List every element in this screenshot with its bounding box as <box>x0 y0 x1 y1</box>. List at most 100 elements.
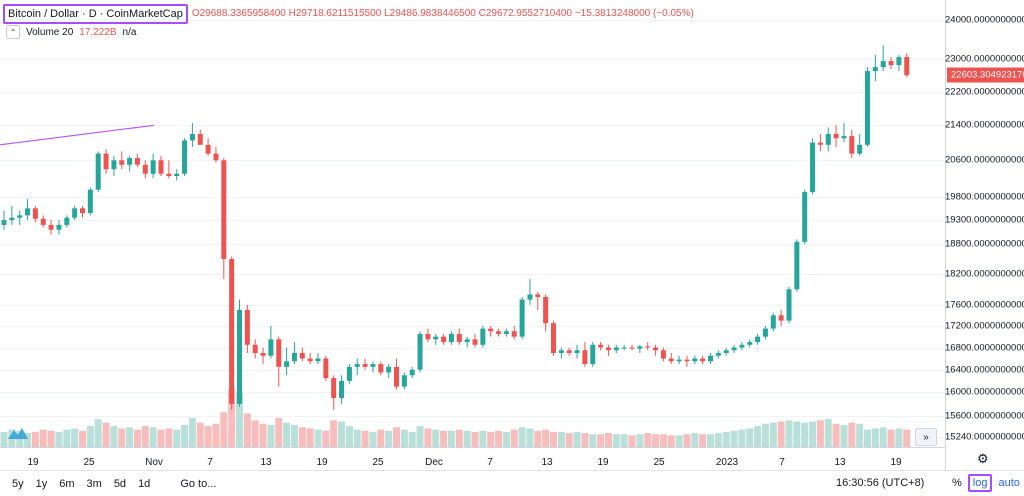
candle-body <box>229 259 235 404</box>
volume-bar <box>479 430 487 447</box>
timeframe-5y[interactable]: 5y <box>12 477 24 490</box>
candle-body <box>433 336 439 340</box>
time-tick-label: 25 <box>83 457 95 468</box>
candle-body <box>605 347 611 351</box>
clock-timezone[interactable]: 16:30:56 (UTC+8) <box>836 477 925 489</box>
trendline-drawing[interactable] <box>0 124 155 146</box>
timeframe-5d[interactable]: 5d <box>113 477 127 490</box>
volume-bar <box>903 429 911 447</box>
volume-bar <box>824 419 832 447</box>
volume-bar <box>393 427 400 447</box>
volume-bar <box>848 422 856 447</box>
candle-body <box>315 358 321 362</box>
volume-bar <box>408 431 416 447</box>
candle-body <box>64 217 70 225</box>
candle-body <box>134 158 140 165</box>
volume-bar <box>714 433 722 447</box>
volume-legend: ⌃ Volume 20 17.222B n/a <box>6 25 136 39</box>
volume-bar <box>659 434 667 447</box>
candle-body <box>715 352 721 356</box>
candle-body <box>684 359 690 362</box>
volume-bar <box>110 426 118 447</box>
volume-bar <box>604 433 612 447</box>
volume-bar <box>895 428 903 447</box>
candle-body <box>810 142 816 193</box>
goto-button[interactable]: Go to... <box>180 477 217 490</box>
volume-bar <box>722 431 730 447</box>
volume-bar <box>691 433 699 447</box>
percent-scale-button[interactable]: % <box>952 477 962 489</box>
volume-bar <box>24 433 32 447</box>
candle-body <box>519 299 525 337</box>
candle-body <box>174 173 180 177</box>
candle-body <box>182 140 188 174</box>
candle-body <box>825 133 831 145</box>
timeframe-1d[interactable]: 1d <box>138 477 151 490</box>
last-price-tag: 22603.3049231700 <box>947 67 1024 83</box>
volume-bar <box>785 420 793 447</box>
candle-body <box>645 346 651 348</box>
chevron-up-icon[interactable]: ⌃ <box>6 25 20 39</box>
candle-body <box>394 366 399 387</box>
gear-icon[interactable]: ⚙ <box>977 451 989 466</box>
bottom-toolbar: 5y 1y 6m 3m 5d 1d Go to... 16:30:56 (UTC… <box>0 470 1024 496</box>
candle-body <box>629 347 635 349</box>
volume-bar <box>832 423 840 447</box>
symbol-title[interactable]: Bitcoin / Dollar · D · CoinMarketCap <box>3 4 188 24</box>
candle-body <box>480 328 486 345</box>
timeframe-3m[interactable]: 3m <box>86 477 102 490</box>
high-value: H29718.6211515500 <box>288 8 382 19</box>
volume-bar <box>707 434 714 447</box>
log-scale-button[interactable]: log <box>967 474 993 492</box>
volume-bar <box>149 427 157 447</box>
candle-body <box>205 144 211 154</box>
candle-body <box>731 347 737 351</box>
candle-body <box>25 208 31 216</box>
volume-bar <box>377 429 385 447</box>
candle-body <box>244 310 250 345</box>
volume-bar <box>283 422 291 447</box>
volume-bar <box>471 431 479 447</box>
candle-body <box>260 352 266 356</box>
volume-bar <box>667 435 675 447</box>
volume-bar <box>259 423 267 447</box>
volume-bar <box>447 430 455 447</box>
price-tick-label: 16000.0000000000 <box>945 386 1024 398</box>
timeframe-6m[interactable]: 6m <box>59 477 75 490</box>
time-tick-label: 7 <box>487 457 493 468</box>
candle-body <box>904 57 910 76</box>
candle-body <box>598 344 604 348</box>
price-tick-label: 24000.0000000000 <box>945 14 1024 26</box>
volume-bar <box>526 428 534 447</box>
candle-body <box>739 344 745 348</box>
double-chevron-right-icon[interactable]: » <box>915 428 937 446</box>
candle-body <box>284 361 290 367</box>
candle-body <box>637 346 643 349</box>
price-tick-label: 19800.0000000000 <box>945 191 1024 203</box>
volume-bar <box>502 431 510 447</box>
candle-body <box>48 224 54 230</box>
candle-body <box>778 315 784 321</box>
timeframe-1y[interactable]: 1y <box>35 477 48 490</box>
candle-body <box>150 160 156 174</box>
candle-body <box>339 380 345 399</box>
volume-bar <box>275 418 283 447</box>
auto-scale-button[interactable]: auto <box>998 477 1020 489</box>
volume-bar <box>55 431 63 447</box>
volume-bar <box>487 431 495 447</box>
candle-body <box>354 364 360 367</box>
volume-bar <box>47 430 55 447</box>
volume-bar <box>173 429 181 447</box>
candle-body <box>574 350 580 353</box>
candle-body <box>331 378 337 399</box>
candle-body <box>794 241 800 290</box>
volume-bar <box>290 424 298 447</box>
volume-bar <box>550 431 557 447</box>
volume-bar <box>306 428 314 447</box>
candle-body <box>770 315 776 329</box>
volume-bar <box>440 430 448 447</box>
volume-bar <box>212 423 220 447</box>
volume-bar <box>652 434 660 447</box>
volume-bar <box>243 413 251 447</box>
